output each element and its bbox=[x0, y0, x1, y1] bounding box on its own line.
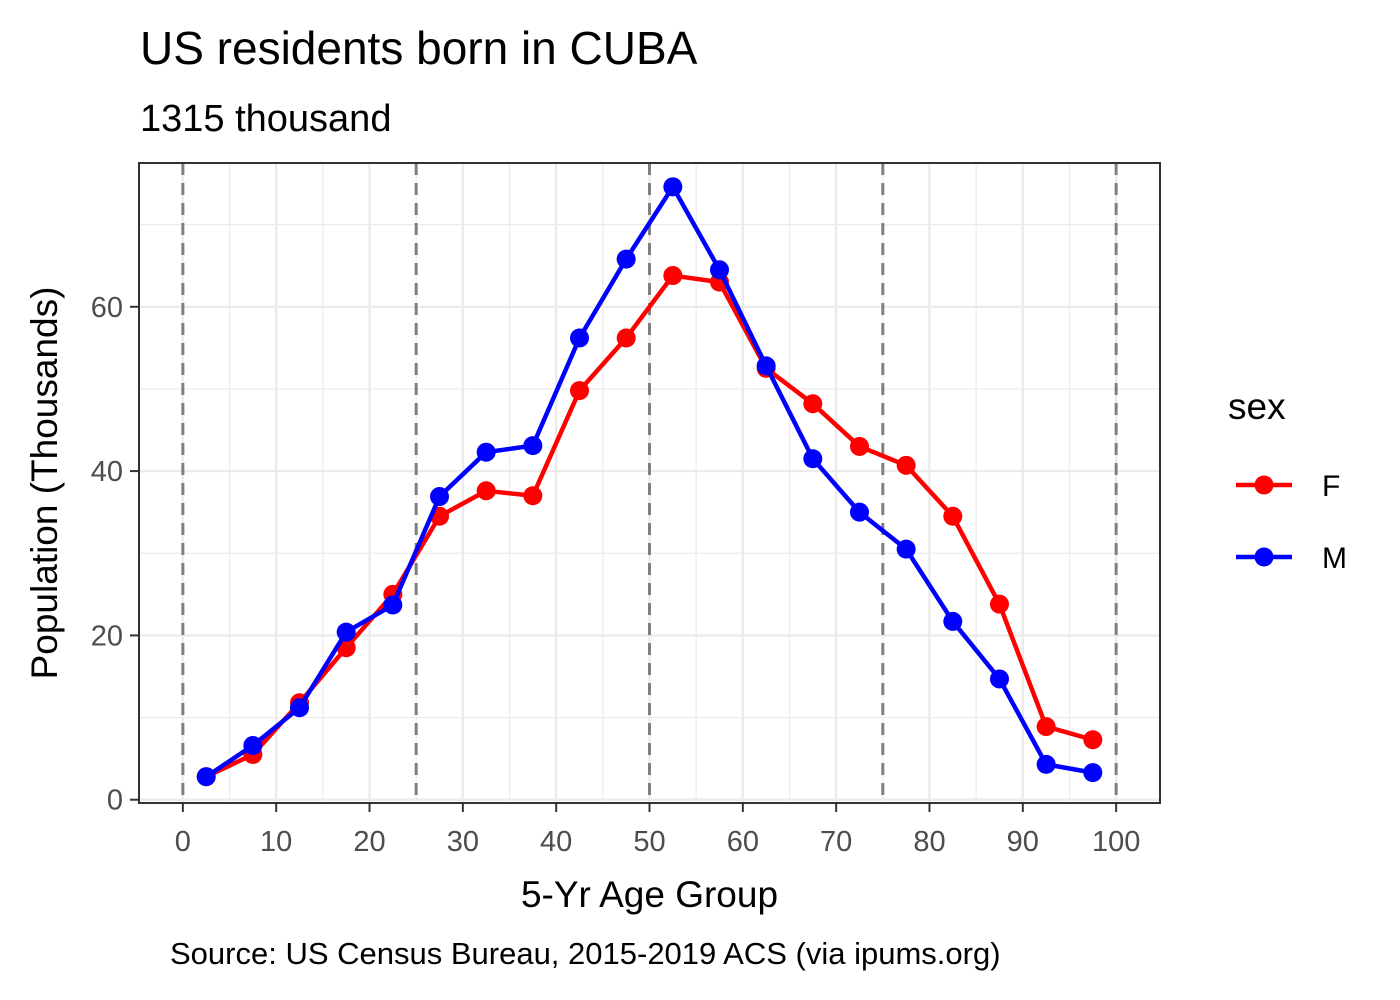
x-axis: 0 10 20 30 40 50 60 70 80 90 100 bbox=[175, 803, 1140, 858]
data-point-M bbox=[570, 328, 590, 348]
legend: sex F M bbox=[1228, 386, 1347, 575]
data-point-F bbox=[1036, 717, 1056, 737]
chart-caption: Source: US Census Bureau, 2015-2019 ACS … bbox=[170, 936, 1001, 971]
data-point-M bbox=[243, 735, 263, 755]
data-point-M bbox=[663, 177, 683, 197]
series-M bbox=[196, 177, 1103, 787]
legend-item-F: F bbox=[1236, 470, 1340, 503]
legend-key-point bbox=[1254, 547, 1274, 567]
series-layer bbox=[196, 177, 1103, 787]
data-point-F bbox=[989, 594, 1009, 614]
series-line-F bbox=[205, 273, 1094, 779]
data-point-M bbox=[896, 539, 916, 559]
x-tick-label: 0 bbox=[175, 826, 191, 858]
data-point-F bbox=[896, 455, 916, 475]
y-tick-label: 60 bbox=[91, 292, 123, 324]
data-point-M bbox=[290, 698, 310, 718]
chart-subtitle: 1315 thousand bbox=[140, 98, 392, 140]
legend-key-point bbox=[1254, 475, 1274, 495]
y-axis-title: Population (Thousands) bbox=[24, 287, 65, 680]
data-point-F bbox=[943, 506, 963, 526]
data-point-M bbox=[989, 669, 1009, 689]
x-tick-label: 90 bbox=[1007, 826, 1039, 858]
data-point-M bbox=[616, 249, 636, 269]
data-point-M bbox=[1083, 763, 1103, 783]
data-point-F bbox=[570, 381, 590, 401]
data-point-F bbox=[1083, 730, 1103, 750]
x-tick-label: 30 bbox=[447, 826, 479, 858]
x-tick-label: 50 bbox=[633, 826, 665, 858]
data-point-F bbox=[849, 436, 869, 456]
y-tick-label: 0 bbox=[107, 785, 123, 817]
data-point-M bbox=[1036, 754, 1056, 774]
legend-title: sex bbox=[1228, 386, 1286, 427]
data-point-M bbox=[336, 622, 356, 642]
data-point-F bbox=[616, 328, 636, 348]
y-tick-label: 20 bbox=[91, 620, 123, 652]
data-point-F bbox=[476, 481, 496, 501]
x-tick-label: 40 bbox=[540, 826, 572, 858]
data-point-F bbox=[663, 266, 683, 286]
data-point-M bbox=[709, 260, 729, 280]
chart-title: US residents born in CUBA bbox=[140, 22, 698, 74]
data-point-M bbox=[523, 436, 543, 456]
x-tick-label: 100 bbox=[1092, 826, 1140, 858]
data-point-M bbox=[383, 595, 403, 615]
data-point-M bbox=[803, 449, 823, 469]
legend-label: F bbox=[1322, 470, 1340, 503]
data-point-M bbox=[849, 502, 869, 522]
data-point-M bbox=[196, 767, 216, 787]
y-axis: 0 20 40 60 bbox=[91, 292, 139, 817]
data-point-M bbox=[430, 487, 450, 507]
reference-lines bbox=[181, 163, 1118, 803]
data-point-M bbox=[756, 356, 776, 376]
data-point-M bbox=[943, 611, 963, 631]
x-tick-label: 10 bbox=[260, 826, 292, 858]
legend-label: M bbox=[1322, 542, 1347, 575]
x-tick-label: 70 bbox=[820, 826, 852, 858]
legend-item-M: M bbox=[1236, 542, 1347, 575]
y-tick-label: 40 bbox=[91, 456, 123, 488]
x-tick-label: 20 bbox=[353, 826, 385, 858]
x-axis-title: 5-Yr Age Group bbox=[521, 874, 778, 915]
x-tick-label: 80 bbox=[913, 826, 945, 858]
data-point-F bbox=[803, 394, 823, 414]
data-point-M bbox=[476, 442, 496, 462]
x-tick-label: 60 bbox=[727, 826, 759, 858]
data-point-F bbox=[523, 486, 543, 506]
